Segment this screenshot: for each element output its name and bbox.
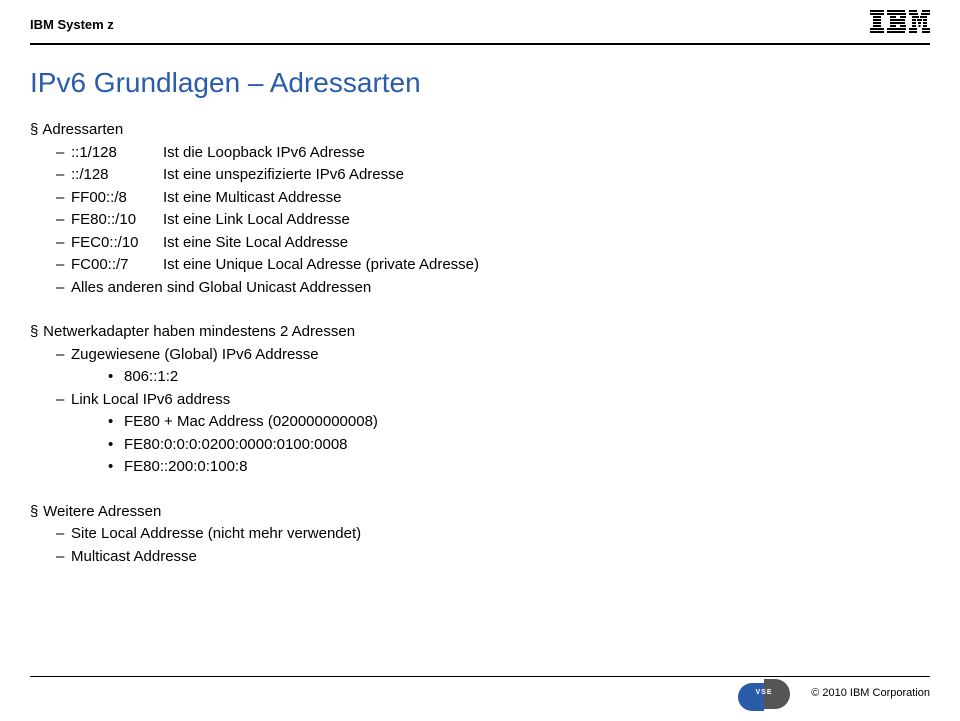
header: IBM System z [0,0,960,43]
item-val: Ist eine Unique Local Adresse (private A… [163,254,479,277]
section-label-text: Weitere Adressen [43,503,161,520]
bullet-text: FE80::200:0:100:8 [124,456,247,479]
dash-icon: – [56,277,71,300]
vse-badge-text: VSE [738,689,790,696]
section-label: § Weitere Adressen [30,501,930,524]
item-full: Alles anderen sind Global Unicast Addres… [71,277,371,300]
list-item: – ::/128Ist eine unspezifizierte IPv6 Ad… [56,164,930,187]
bullet-text: FE80:0:0:0:0200:0000:0100:0008 [124,434,348,457]
section-marker-icon: § [30,501,39,524]
section-marker-icon: § [30,119,39,142]
section-label: § Netwerkadapter haben mindestens 2 Adre… [30,321,930,344]
content: § Adressarten – ::1/128Ist die Loopback … [0,109,960,568]
list-item: – Multicast Addresse [56,546,930,569]
dash-icon: – [56,187,71,210]
section-marker-icon: § [30,321,39,344]
dash-icon: – [56,254,71,277]
bullet-list: • FE80 + Mac Address (020000000008) • FE… [56,411,930,479]
item-key: FE80::/10 [71,209,163,232]
dash-icon: – [56,546,71,569]
list-item: • 806::1:2 [108,366,930,389]
dash-icon: – [56,164,71,187]
list-item: – FEC0::/10Ist eine Site Local Addresse [56,232,930,255]
slide: IBM System z [0,0,960,721]
footer-rule [30,676,930,677]
item-val: Ist die Loopback IPv6 Adresse [163,142,365,165]
item-full: Zugewiesene (Global) IPv6 Addresse [71,344,319,367]
list-item: – ::1/128Ist die Loopback IPv6 Adresse [56,142,930,165]
item-key: ::/128 [71,164,163,187]
list-item: – Site Local Addresse (nicht mehr verwen… [56,523,930,546]
list-item: • FE80::200:0:100:8 [108,456,930,479]
header-left-text: IBM System z [30,17,114,32]
list-item: – Link Local IPv6 address [56,389,930,412]
item-full: Link Local IPv6 address [71,389,230,412]
item-val: Ist eine Link Local Addresse [163,209,350,232]
bullet-text: 806::1:2 [124,366,178,389]
section-label-text: Adressarten [42,121,123,138]
bullet-icon: • [108,366,124,389]
list-item: • FE80 + Mac Address (020000000008) [108,411,930,434]
list-item: – Zugewiesene (Global) IPv6 Addresse [56,344,930,367]
dash-icon: – [56,344,71,367]
section-label: § Adressarten [30,119,930,142]
dash-icon: – [56,232,71,255]
bullet-icon: • [108,411,124,434]
item-val: Ist eine Multicast Addresse [163,187,341,210]
bullet-text: FE80 + Mac Address (020000000008) [124,411,378,434]
dash-icon: – [56,523,71,546]
dash-list: – Zugewiesene (Global) IPv6 Addresse • 8… [30,344,930,479]
ibm-logo-icon [870,10,930,39]
list-item: • FE80:0:0:0:0200:0000:0100:0008 [108,434,930,457]
vse-badge-icon: VSE [738,679,790,711]
item-key: FC00::/7 [71,254,163,277]
item-key: FEC0::/10 [71,232,163,255]
list-item: – FF00::/8Ist eine Multicast Addresse [56,187,930,210]
footer-copyright: © 2010 IBM Corporation [811,687,930,699]
dash-icon: – [56,209,71,232]
item-key: ::1/128 [71,142,163,165]
section-label-text: Netwerkadapter haben mindestens 2 Adress… [43,323,355,340]
page-title: IPv6 Grundlagen – Adressarten [0,45,960,109]
list-item: – FE80::/10Ist eine Link Local Addresse [56,209,930,232]
dash-list: – Site Local Addresse (nicht mehr verwen… [30,523,930,568]
bullet-icon: • [108,456,124,479]
dash-icon: – [56,389,71,412]
item-val: Ist eine Site Local Addresse [163,232,348,255]
bullet-list: • 806::1:2 [56,366,930,389]
list-item: – FC00::/7Ist eine Unique Local Adresse … [56,254,930,277]
dash-list: – ::1/128Ist die Loopback IPv6 Adresse –… [30,142,930,300]
item-key: FF00::/8 [71,187,163,210]
list-item: – Alles anderen sind Global Unicast Addr… [56,277,930,300]
bullet-icon: • [108,434,124,457]
item-val: Ist eine unspezifizierte IPv6 Adresse [163,164,404,187]
dash-icon: – [56,142,71,165]
item-full: Multicast Addresse [71,546,197,569]
item-full: Site Local Addresse (nicht mehr verwende… [71,523,361,546]
